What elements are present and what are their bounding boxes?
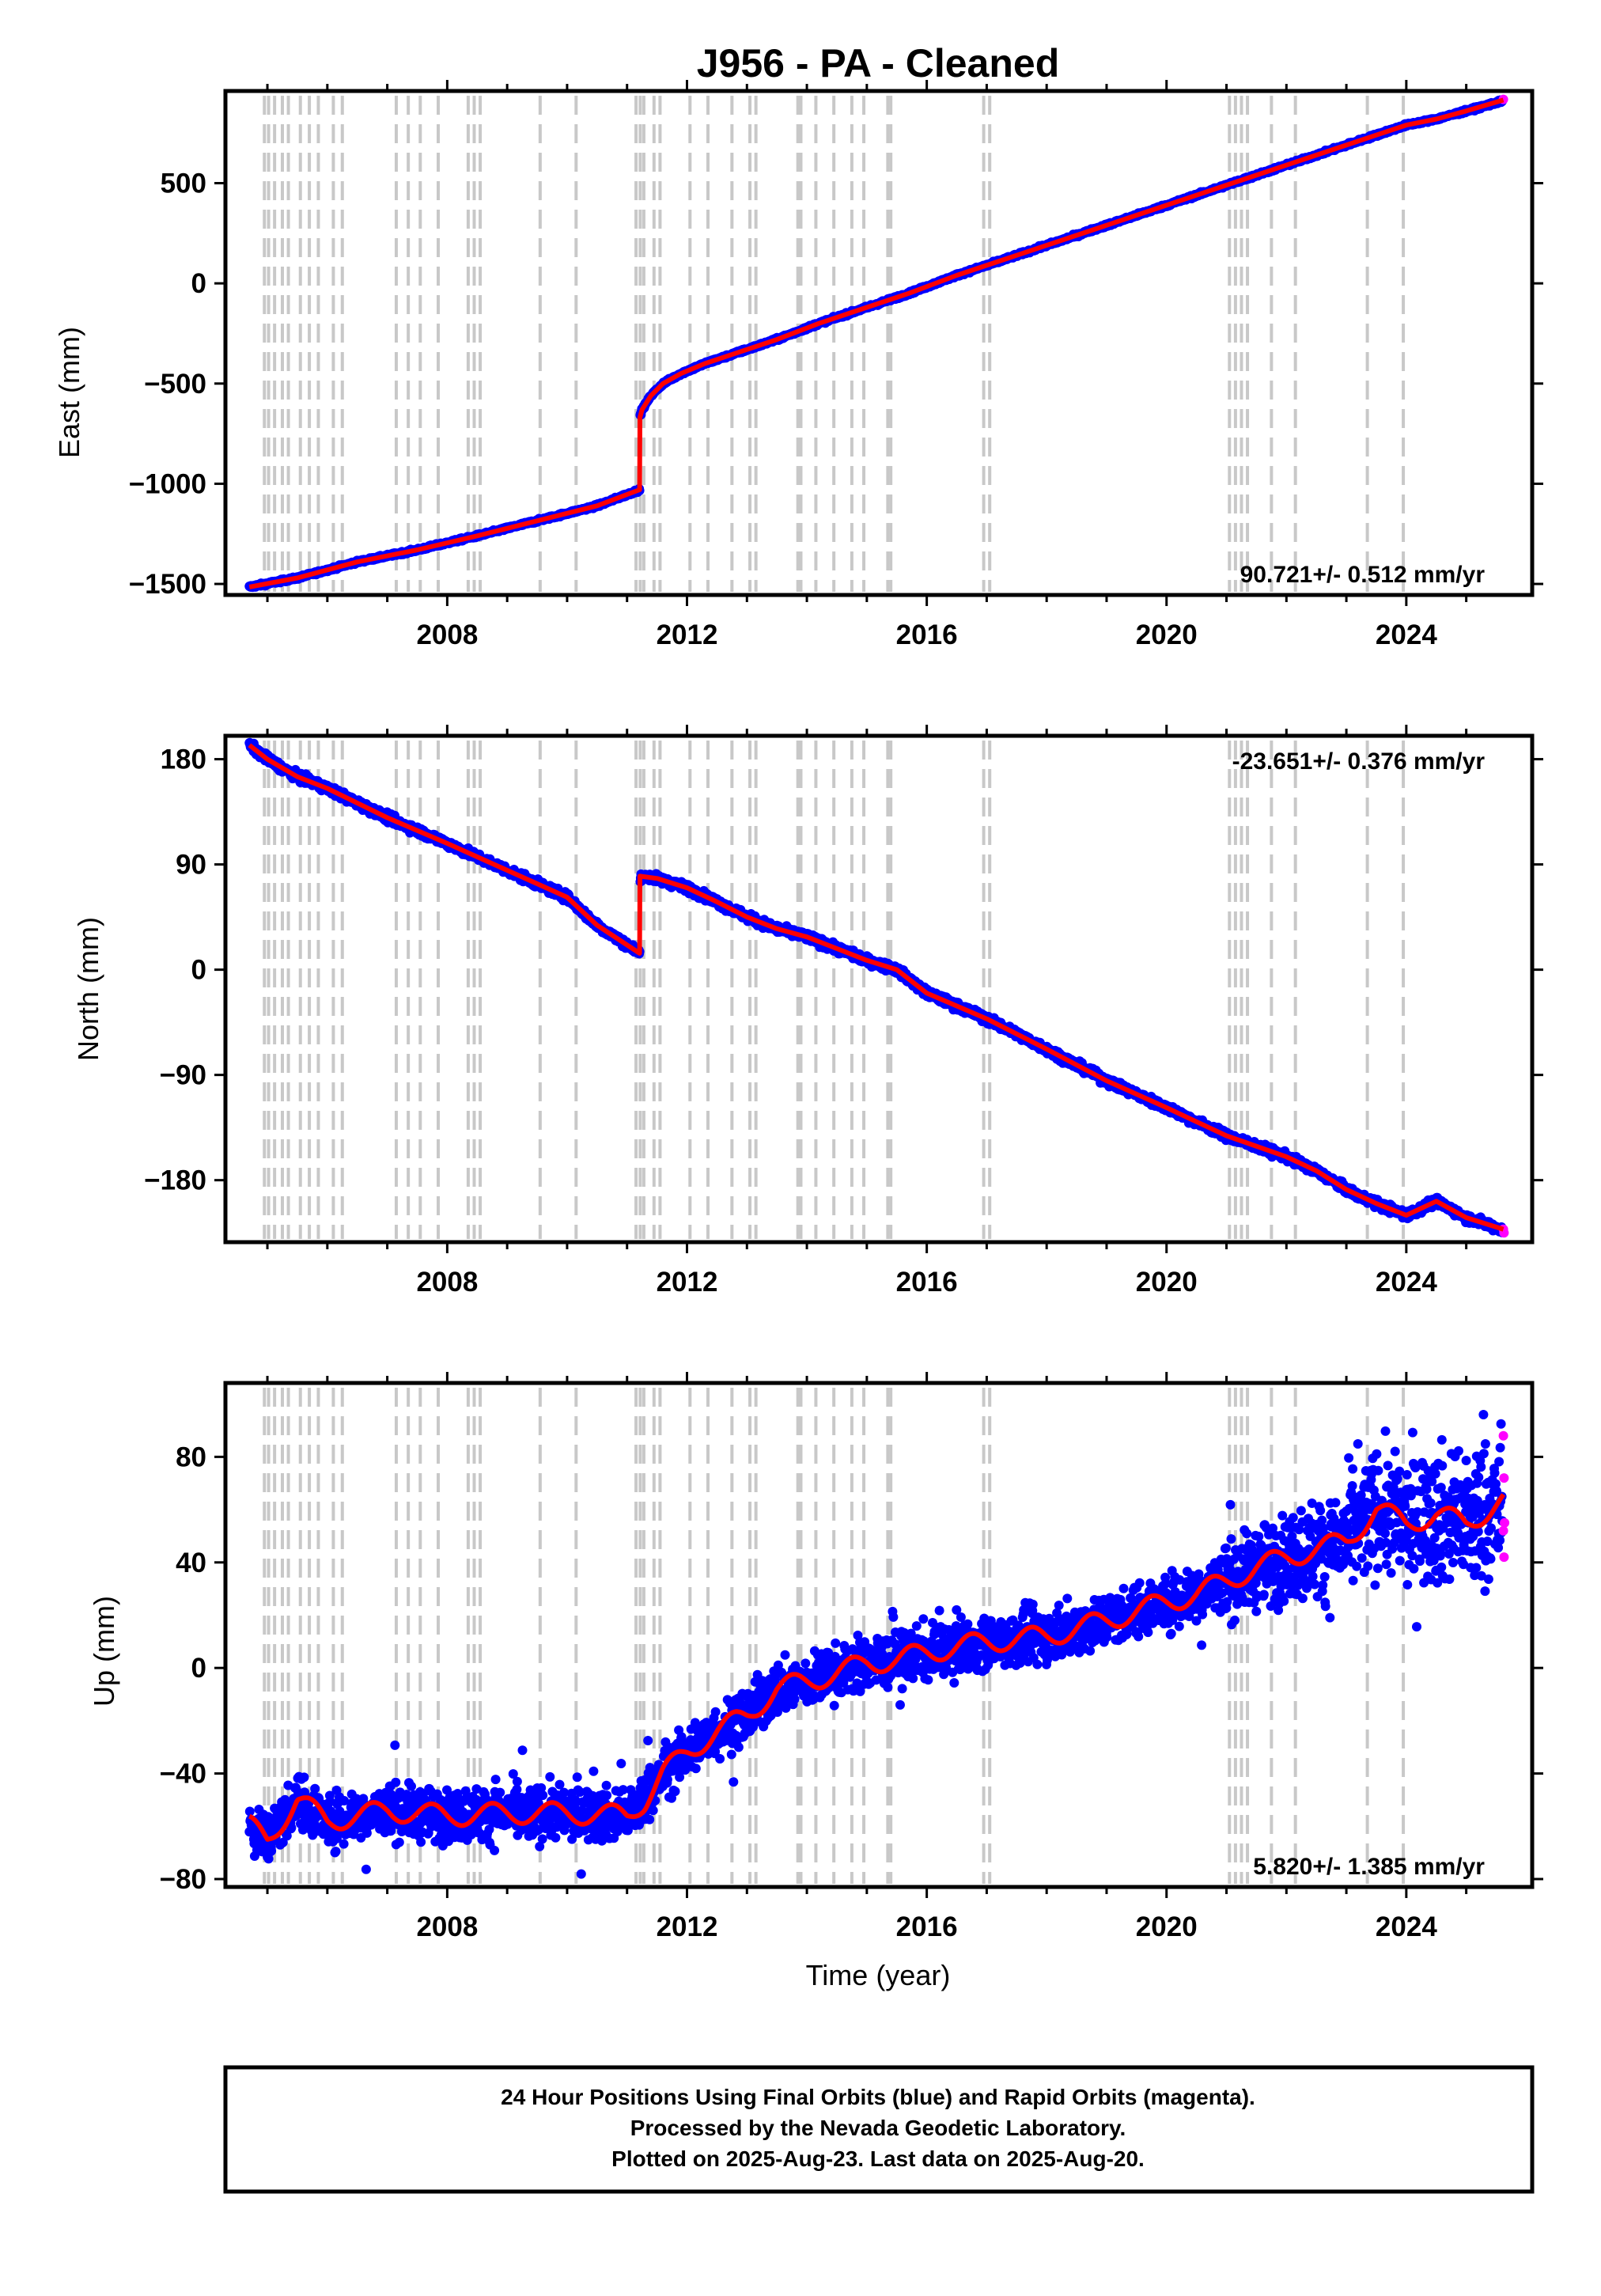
north-plot-area (244, 737, 1509, 1238)
east-x-tick-label: 2016 (896, 619, 958, 650)
east-y-tick-label: 500 (161, 169, 206, 199)
east-frame (223, 89, 1535, 597)
east-y-axis-label: East (mm) (53, 327, 85, 458)
east-rate-label: 90.721+/- 0.512 mm/yr (1240, 562, 1486, 588)
east-x-tick-label: 2008 (416, 619, 478, 650)
north-y-axis-label: North (mm) (72, 917, 104, 1061)
east-y-tick-label: 0 (191, 268, 206, 299)
chart-title: J956 - PA - Cleaned (697, 41, 1060, 85)
east-y-tick-label: −500 (144, 369, 206, 400)
east-model-line (248, 97, 1504, 589)
east-panel: East (mm) 500 0 −500 −1000 −1500 2008 2012 2016… (53, 80, 1543, 650)
east-y-tick-label: −1500 (129, 569, 206, 600)
east-plot-area (244, 94, 1508, 593)
east-x-tick-label: 2012 (657, 619, 718, 650)
east-x-tick-label: 2024 (1376, 619, 1437, 650)
east-x-tick-label: 2020 (1136, 619, 1198, 650)
east-y-tick-label: −1000 (129, 468, 206, 499)
